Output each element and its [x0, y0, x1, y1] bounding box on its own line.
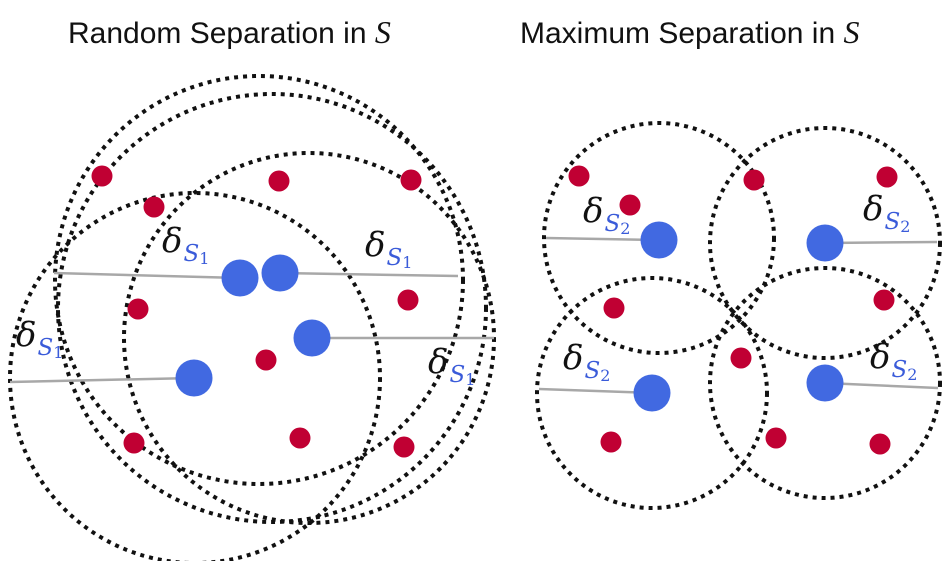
- data-point-7: [255, 349, 277, 371]
- delta-label-6: δS2: [863, 189, 910, 236]
- center-point-8: [806, 364, 844, 402]
- radius-line-6: [824, 240, 938, 245]
- delta-label-5-subscript-index: 2: [620, 219, 630, 238]
- data-point-8: [123, 432, 145, 454]
- data-point-19: [765, 427, 787, 449]
- data-point-17: [730, 347, 752, 369]
- radius-line-1: [53, 271, 241, 280]
- delta-label-2-subscript: S: [386, 245, 402, 271]
- data-point-16: [873, 289, 895, 311]
- data-point-9: [289, 427, 311, 449]
- delta-label-3-delta: δ: [16, 315, 36, 355]
- delta-label-8-subscript-index: 2: [907, 365, 917, 384]
- center-point-6: [806, 224, 844, 262]
- radius-line-8: [824, 381, 939, 390]
- radius-line-5: [545, 236, 660, 242]
- data-point-10: [393, 436, 415, 458]
- center-point-3: [293, 319, 331, 357]
- delta-label-2: δS1: [365, 225, 412, 272]
- data-point-14: [876, 166, 898, 188]
- center-point-2: [261, 254, 299, 292]
- data-point-13: [743, 169, 765, 191]
- delta-label-7-subscript: S: [584, 358, 600, 384]
- delta-label-2-delta: δ: [365, 225, 385, 265]
- delta-label-1-delta: δ: [162, 221, 182, 261]
- delta-label-4-delta: δ: [428, 342, 448, 382]
- radius-lines-layer: [9, 236, 939, 395]
- data-point-2: [143, 196, 165, 218]
- max-circle-3: [535, 276, 769, 510]
- center-point-4: [175, 359, 213, 397]
- max-circle-4: [708, 266, 942, 500]
- circles-layer: [8, 74, 942, 561]
- title-random-separation-variable: S: [374, 14, 391, 50]
- max-circle-2: [708, 126, 942, 360]
- center-point-7: [633, 374, 671, 412]
- delta-label-8-subscript: S: [891, 357, 907, 383]
- radius-line-4: [9, 376, 195, 384]
- delta-label-3: δS1: [16, 315, 63, 362]
- title-random-separation-text: Random Separation in: [68, 17, 375, 50]
- data-point-20: [869, 433, 891, 455]
- delta-label-4-subscript-index: 1: [465, 370, 475, 389]
- delta-label-3-subscript: S: [37, 335, 53, 361]
- delta-label-7-delta: δ: [563, 338, 583, 378]
- title-maximum-separation-variable: S: [843, 14, 860, 50]
- delta-label-1-subscript-index: 1: [199, 249, 209, 268]
- data-point-6: [397, 289, 419, 311]
- max-circle-1: [542, 121, 776, 355]
- delta-label-7-subscript-index: 2: [600, 366, 610, 385]
- random-circle-4: [8, 191, 382, 561]
- delta-label-8-delta: δ: [870, 337, 890, 377]
- random-circle-1: [53, 74, 465, 486]
- delta-label-5-delta: δ: [583, 191, 603, 231]
- data-point-4: [400, 169, 422, 191]
- delta-label-4: δS1: [428, 342, 475, 389]
- delta-label-1-subscript: S: [183, 241, 199, 267]
- delta-label-5: δS2: [583, 191, 630, 238]
- data-point-12: [619, 194, 641, 216]
- radius-line-2: [279, 271, 459, 278]
- random-circle-2: [56, 92, 488, 524]
- delta-label-8: δS2: [870, 337, 917, 384]
- center-point-1: [221, 259, 259, 297]
- delta-label-6-subscript-index: 2: [900, 217, 910, 236]
- delta-label-2-subscript-index: 1: [402, 253, 412, 272]
- center-point-5: [640, 221, 678, 259]
- data-point-3: [268, 170, 290, 192]
- center-points-layer: [175, 221, 844, 412]
- delta-label-5-subscript: S: [604, 211, 620, 237]
- delta-label-7: δS2: [563, 338, 610, 385]
- data-point-5: [127, 298, 149, 320]
- delta-label-6-subscript: S: [884, 209, 900, 235]
- data-point-18: [600, 431, 622, 453]
- title-random-separation: Random Separation in S: [68, 14, 391, 51]
- delta-label-1: δS1: [162, 221, 209, 268]
- radius-line-7: [538, 387, 653, 395]
- title-maximum-separation: Maximum Separation in S: [520, 14, 859, 51]
- data-points-layer: [91, 165, 898, 458]
- data-point-1: [91, 165, 113, 187]
- delta-label-4-subscript: S: [449, 362, 465, 388]
- delta-label-6-delta: δ: [863, 189, 883, 229]
- title-maximum-separation-text: Maximum Separation in: [520, 17, 844, 50]
- data-point-15: [603, 297, 625, 319]
- data-point-11: [568, 165, 590, 187]
- delta-label-3-subscript-index: 1: [53, 343, 63, 362]
